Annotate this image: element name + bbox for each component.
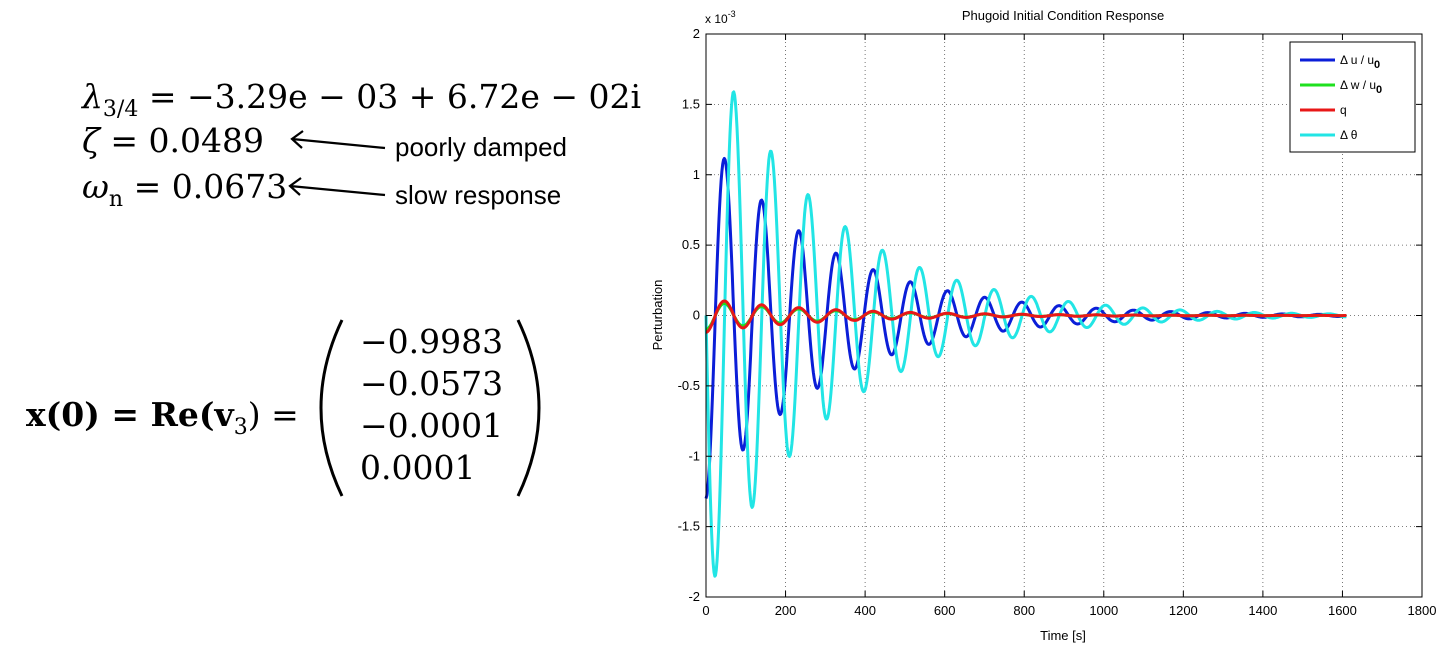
series-line-0 xyxy=(704,156,1348,499)
legend: Δ u / u0 Δ w / u0 q Δ θ xyxy=(1289,41,1416,153)
y-tick-label: 1 xyxy=(693,167,700,182)
y-tick-label: 2 xyxy=(693,26,700,41)
legend-label-subscript: 0 xyxy=(1376,84,1382,96)
lambda-subscript: 3/4 xyxy=(102,97,139,122)
eigenvalue-value: = −3.29e − 03 + 6.72e − 02i xyxy=(138,77,642,116)
series-lines xyxy=(704,90,1348,578)
x0-label: x(0) = Re(v xyxy=(26,395,234,434)
x-tick-label: 1200 xyxy=(1169,603,1198,618)
y-tick-label: -1.5 xyxy=(678,519,700,534)
lambda-symbol: λ xyxy=(82,77,103,116)
legend-label: Δ u / u0 xyxy=(1340,53,1380,71)
frequency-equation: ωn = 0.0673 xyxy=(82,170,287,211)
x-tick-label: 1000 xyxy=(1089,603,1118,618)
y-exponent-base: x 10 xyxy=(705,12,728,26)
omega-value: = 0.0673 xyxy=(123,167,288,206)
vector-entry-1: −0.9983 xyxy=(360,322,504,361)
y-tick-label: 0.5 xyxy=(682,237,700,252)
legend-label: Δ θ xyxy=(1340,128,1358,142)
y-tick-label: 1.5 xyxy=(682,96,700,111)
legend-label: Δ w / u0 xyxy=(1340,78,1382,96)
x-tick-label: 400 xyxy=(854,603,876,618)
x-tick-label: 600 xyxy=(934,603,956,618)
x-axis-label: Time [s] xyxy=(1040,628,1086,643)
x-tick-label: 1600 xyxy=(1328,603,1357,618)
damping-equation: ζ = 0.0489 xyxy=(82,124,264,157)
legend-label-subscript: 0 xyxy=(1374,59,1380,71)
x-tick-label: 800 xyxy=(1013,603,1035,618)
vector-entry-4: 0.0001 xyxy=(360,448,476,487)
series-line-3 xyxy=(704,90,1348,578)
omega-note: slow response xyxy=(395,180,562,210)
series-line-2 xyxy=(705,299,1348,334)
y-tick-label: -0.5 xyxy=(678,378,700,393)
x-tick-label: 0 xyxy=(702,603,709,618)
x-tick-label: 1400 xyxy=(1248,603,1277,618)
eigenvalue-equation: λ3/4 = −3.29e − 03 + 6.72e − 02i xyxy=(82,80,641,121)
x-tick-label: 1800 xyxy=(1408,603,1437,618)
chart-title: Phugoid Initial Condition Response xyxy=(962,8,1164,23)
omega-subscript: n xyxy=(108,187,124,212)
zeta-symbol: ζ xyxy=(82,121,100,160)
legend-label: q xyxy=(1340,103,1347,117)
omega-symbol: ω xyxy=(82,167,109,206)
x0-close: ) = xyxy=(247,395,299,434)
y-exponent-power: -3 xyxy=(728,9,736,19)
y-tick-label: 0 xyxy=(693,308,700,323)
zeta-note: poorly damped xyxy=(395,132,567,162)
vector-entry-2: −0.0573 xyxy=(360,364,504,403)
y-exponent-label: x 10-3 xyxy=(705,9,736,26)
zeta-value: = 0.0489 xyxy=(99,121,264,160)
vector-entry-3: −0.0001 xyxy=(360,406,504,445)
x0-subscript: 3 xyxy=(233,415,248,440)
y-tick-label: -1 xyxy=(688,448,700,463)
y-tick-label: -2 xyxy=(688,589,700,604)
y-axis-label: Perturbation xyxy=(650,280,665,351)
x-tick-label: 200 xyxy=(775,603,797,618)
initial-condition-equation: x(0) = Re(v3) = xyxy=(26,398,299,439)
ticks: 0 200 400 600 800 1000 1200 1400 1600 1800-2-1.5-… xyxy=(678,26,1437,618)
